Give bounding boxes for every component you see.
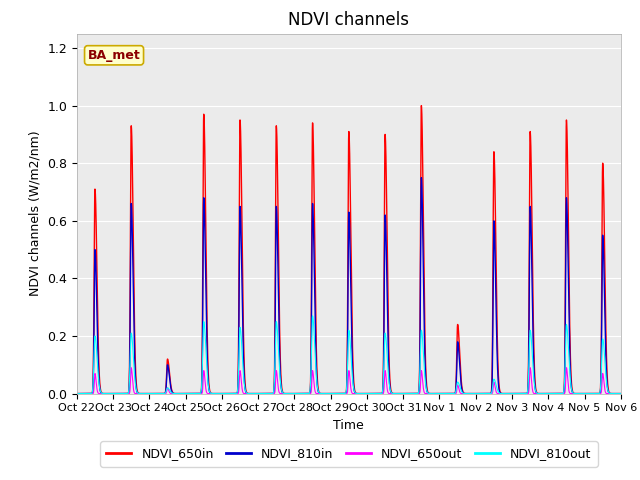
NDVI_650in [101, 391, 109, 396]
NDVI_650out [127, 365, 135, 371]
NDVI_650out [73, 391, 81, 396]
NDVI_810in [417, 175, 425, 180]
NDVI_650out [482, 391, 490, 396]
NDVI_810out [518, 391, 525, 396]
NDVI_810out [420, 362, 428, 368]
NDVI_650out [518, 391, 525, 396]
NDVI_650in [510, 391, 518, 396]
NDVI_650in [617, 391, 625, 396]
NDVI_650in [518, 391, 525, 396]
NDVI_810in [420, 316, 428, 322]
Line: NDVI_650out: NDVI_650out [77, 368, 621, 394]
NDVI_810out [101, 391, 109, 396]
NDVI_650out [101, 391, 109, 396]
NDVI_650in [73, 391, 81, 396]
Y-axis label: NDVI channels (W/m2/nm): NDVI channels (W/m2/nm) [29, 131, 42, 297]
Text: BA_met: BA_met [88, 49, 140, 62]
NDVI_810out [482, 391, 490, 396]
NDVI_810out [617, 391, 625, 396]
NDVI_650out [497, 391, 504, 396]
NDVI_810in [518, 391, 525, 396]
NDVI_810in [73, 391, 81, 396]
NDVI_650out [420, 389, 428, 395]
NDVI_810in [482, 391, 490, 396]
Legend: NDVI_650in, NDVI_810in, NDVI_650out, NDVI_810out: NDVI_650in, NDVI_810in, NDVI_650out, NDV… [100, 441, 598, 467]
NDVI_810out [510, 391, 518, 396]
NDVI_650in [420, 280, 428, 286]
NDVI_650in [497, 390, 504, 396]
Line: NDVI_810in: NDVI_810in [77, 178, 621, 394]
NDVI_810in [497, 390, 504, 396]
NDVI_650in [417, 103, 425, 108]
NDVI_810in [617, 391, 625, 396]
NDVI_650in [482, 391, 490, 396]
NDVI_650out [510, 391, 518, 396]
NDVI_810in [510, 391, 518, 396]
NDVI_810out [497, 391, 504, 396]
NDVI_810out [308, 313, 316, 319]
Line: NDVI_650in: NDVI_650in [77, 106, 621, 394]
NDVI_810out [73, 391, 81, 396]
NDVI_650out [617, 391, 625, 396]
NDVI_810in [101, 391, 109, 396]
X-axis label: Time: Time [333, 419, 364, 432]
Title: NDVI channels: NDVI channels [288, 11, 410, 29]
Line: NDVI_810out: NDVI_810out [77, 316, 621, 394]
